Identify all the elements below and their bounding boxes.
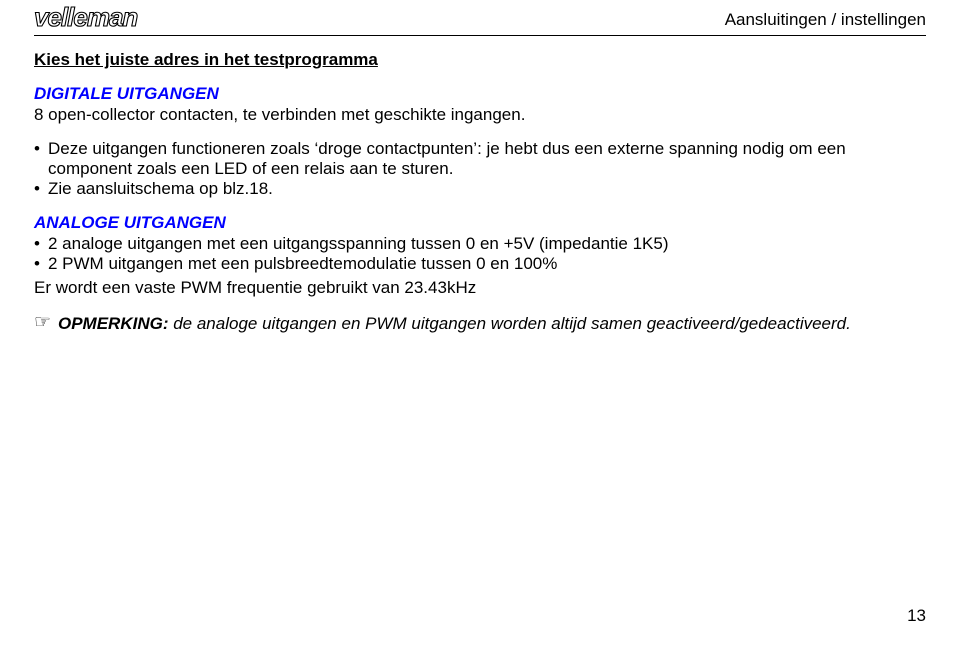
section1-title: DIGITALE UITGANGEN bbox=[34, 84, 926, 104]
header-rule bbox=[34, 35, 926, 36]
bullet-dot-icon: • bbox=[34, 254, 48, 274]
section2-title: ANALOGE UITGANGEN bbox=[34, 213, 926, 233]
bullet-item: • Zie aansluitschema op blz.18. bbox=[34, 179, 926, 199]
section1-intro: 8 open-collector contacten, te verbinden… bbox=[34, 105, 926, 125]
logo-text: velleman bbox=[34, 6, 137, 32]
bullet-item: • 2 PWM uitgangen met een pulsbreedtemod… bbox=[34, 254, 926, 274]
bullet-dot-icon: • bbox=[34, 139, 48, 159]
bullet-text: 2 PWM uitgangen met een pulsbreedtemodul… bbox=[48, 254, 926, 274]
note-label: OPMERKING: bbox=[58, 314, 169, 333]
pointing-hand-icon: ☞ bbox=[34, 313, 58, 332]
section2: ANALOGE UITGANGEN • 2 analoge uitgangen … bbox=[34, 213, 926, 298]
bullet-item: • 2 analoge uitgangen met een uitgangssp… bbox=[34, 234, 926, 254]
bullet-dot-icon: • bbox=[34, 234, 48, 254]
section2-tail: Er wordt een vaste PWM frequentie gebrui… bbox=[34, 278, 926, 298]
bullet-text: Zie aansluitschema op blz.18. bbox=[48, 179, 926, 199]
note-text: OPMERKING: de analoge uitgangen en PWM u… bbox=[58, 314, 926, 334]
bullet-dot-icon: • bbox=[34, 179, 48, 199]
header-right-text: Aansluitingen / instellingen bbox=[725, 10, 926, 30]
note-row: ☞ OPMERKING: de analoge uitgangen en PWM… bbox=[34, 314, 926, 334]
velleman-logo-svg: velleman bbox=[34, 6, 182, 32]
header-row: velleman Aansluitingen / instellingen bbox=[34, 8, 926, 32]
page: velleman Aansluitingen / instellingen Ki… bbox=[0, 0, 960, 648]
bullet-text: 2 analoge uitgangen met een uitgangsspan… bbox=[48, 234, 926, 254]
velleman-logo: velleman bbox=[34, 6, 182, 32]
kies-title: Kies het juiste adres in het testprogram… bbox=[34, 50, 926, 70]
bullet-text: Deze uitgangen functioneren zoals ‘droge… bbox=[48, 139, 926, 179]
page-number: 13 bbox=[907, 606, 926, 626]
bullet-item: • Deze uitgangen functioneren zoals ‘dro… bbox=[34, 139, 926, 179]
section1-bullets: • Deze uitgangen functioneren zoals ‘dro… bbox=[34, 139, 926, 199]
note-body: de analoge uitgangen en PWM uitgangen wo… bbox=[169, 314, 851, 333]
